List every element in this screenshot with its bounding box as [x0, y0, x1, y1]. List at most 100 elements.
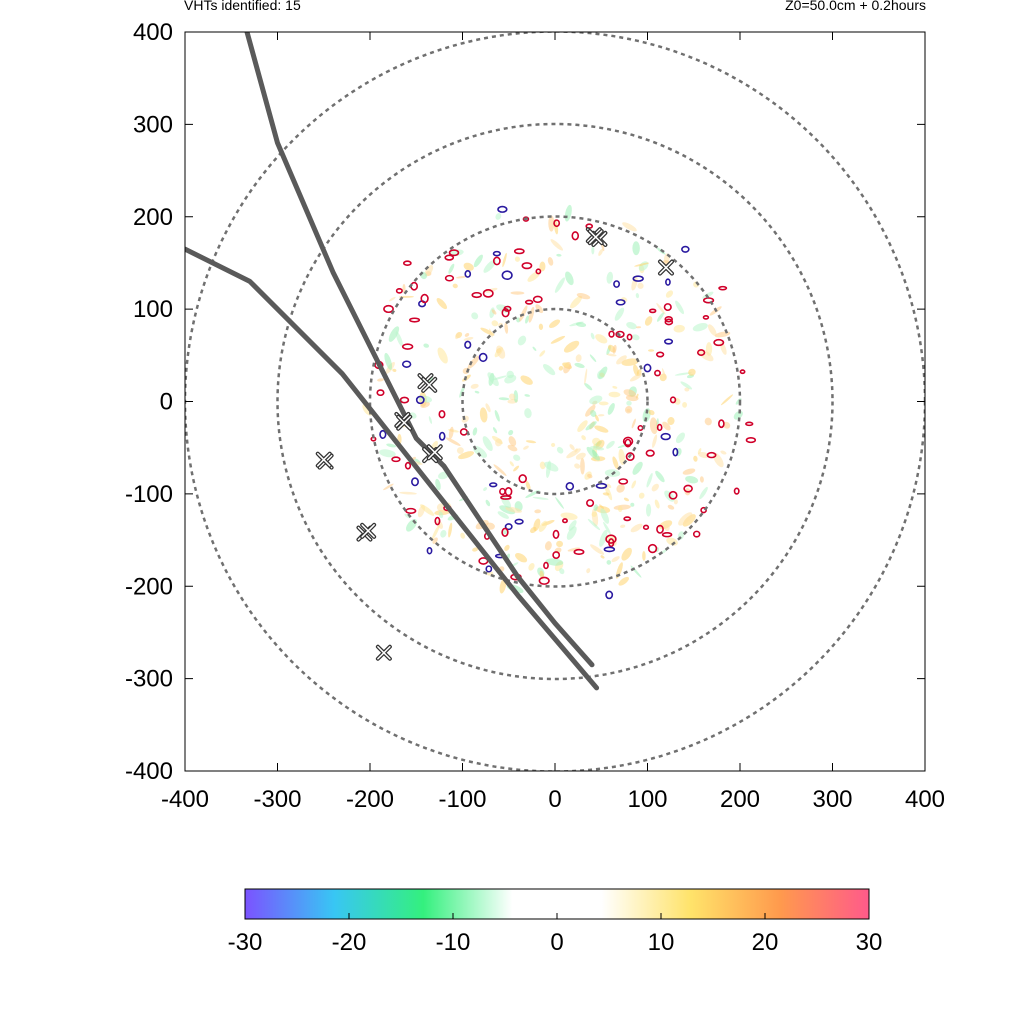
- vht-marker: [360, 522, 377, 539]
- field-patch: [586, 446, 600, 461]
- field-patch: [613, 504, 631, 511]
- field-patch: [551, 442, 556, 447]
- vorticity-contour: [665, 278, 671, 286]
- field-patch: [502, 252, 507, 268]
- field-patch: [474, 390, 480, 394]
- field-patch: [612, 344, 617, 354]
- field-patch: [607, 403, 615, 415]
- field-patch: [545, 558, 564, 566]
- vorticity-contour: [656, 423, 663, 432]
- field-patch: [498, 397, 510, 401]
- vorticity-contour: [379, 429, 387, 439]
- vorticity-contour: [444, 274, 455, 282]
- vorticity-contour: [524, 299, 534, 305]
- vorticity-contour: [613, 280, 621, 288]
- vorticity-contour: [702, 314, 710, 320]
- vorticity-contour: [402, 260, 412, 266]
- field-patch: [655, 470, 665, 483]
- colorbar-tick-label: 0: [550, 929, 563, 956]
- vorticity-contour: [383, 304, 394, 314]
- field-patch: [424, 265, 434, 277]
- field-patch: [635, 293, 640, 299]
- field-patch: [581, 435, 586, 441]
- field-patch: [630, 502, 635, 507]
- vorticity-contour: [663, 303, 672, 312]
- field-patch: [673, 499, 678, 505]
- field-patch: [448, 522, 453, 538]
- field-patch: [630, 523, 643, 533]
- field-patch: [460, 532, 466, 539]
- field-patch: [644, 316, 653, 326]
- vorticity-contour: [718, 419, 725, 429]
- field-patch: [544, 541, 552, 551]
- field-patch: [570, 295, 583, 309]
- field-patch: [575, 452, 586, 460]
- field-patch: [611, 556, 620, 563]
- field-patch: [600, 555, 605, 559]
- field-patch: [632, 241, 640, 256]
- field-patch: [459, 384, 465, 398]
- field-patch: [525, 480, 531, 491]
- field-patch: [473, 254, 483, 268]
- vorticity-contour: [655, 351, 665, 358]
- vorticity-contour: [623, 516, 632, 522]
- vorticity-contour: [642, 524, 650, 530]
- vorticity-contour: [438, 410, 446, 419]
- field-patch: [546, 460, 551, 478]
- x-tick-label: 0: [548, 786, 561, 813]
- field-patch: [586, 568, 591, 574]
- field-patch: [585, 421, 597, 431]
- x-tick-label: 200: [720, 786, 760, 813]
- field-patch: [549, 319, 561, 328]
- vorticity-contour: [444, 254, 455, 261]
- vorticity-contour: [660, 432, 671, 441]
- field-patch: [598, 401, 609, 406]
- field-patch: [693, 455, 698, 462]
- field-patch: [554, 277, 565, 293]
- field-patch: [587, 518, 601, 531]
- field-patch: [436, 298, 448, 310]
- vorticity-contour: [664, 338, 674, 345]
- field-patch: [675, 300, 685, 315]
- vorticity-contour: [438, 431, 446, 441]
- field-patch: [631, 334, 640, 341]
- y-tick-label: 100: [133, 296, 173, 323]
- field-patch: [535, 304, 544, 314]
- field-patch: [569, 444, 575, 451]
- field-patch: [587, 473, 593, 479]
- field-patch: [642, 550, 646, 561]
- field-patch: [606, 353, 617, 357]
- y-tick-label: -100: [125, 481, 173, 508]
- x-tick-label: -200: [346, 786, 394, 813]
- field-patch: [555, 497, 564, 509]
- field-patch: [606, 560, 612, 565]
- vorticity-contour: [376, 389, 385, 397]
- field-patch: [455, 332, 460, 340]
- colorbar-tick-label: -20: [332, 929, 367, 956]
- field-patch: [566, 526, 577, 540]
- field-patch: [384, 352, 393, 370]
- field-patch: [463, 262, 474, 271]
- field-patch: [489, 328, 493, 338]
- field-patch: [590, 410, 597, 417]
- field-patch: [560, 512, 578, 520]
- field-patch: [680, 381, 693, 390]
- field-patch: [606, 440, 615, 449]
- field-patch: [606, 483, 612, 489]
- vorticity-contour: [538, 576, 550, 585]
- vorticity-contour: [501, 308, 510, 318]
- field-patch: [507, 444, 518, 452]
- field-patch: [482, 436, 493, 452]
- field-patch: [649, 417, 658, 435]
- field-patch: [463, 337, 474, 341]
- field-patch: [646, 472, 653, 488]
- field-patch: [631, 480, 637, 489]
- vorticity-contour: [478, 352, 488, 363]
- range-ring: [461, 307, 649, 496]
- field-patch: [624, 405, 633, 414]
- field-patch: [485, 499, 491, 507]
- field-patch: [661, 368, 667, 380]
- field-patch: [423, 343, 430, 348]
- vorticity-contour: [492, 250, 501, 257]
- y-tick-label: 400: [133, 19, 173, 46]
